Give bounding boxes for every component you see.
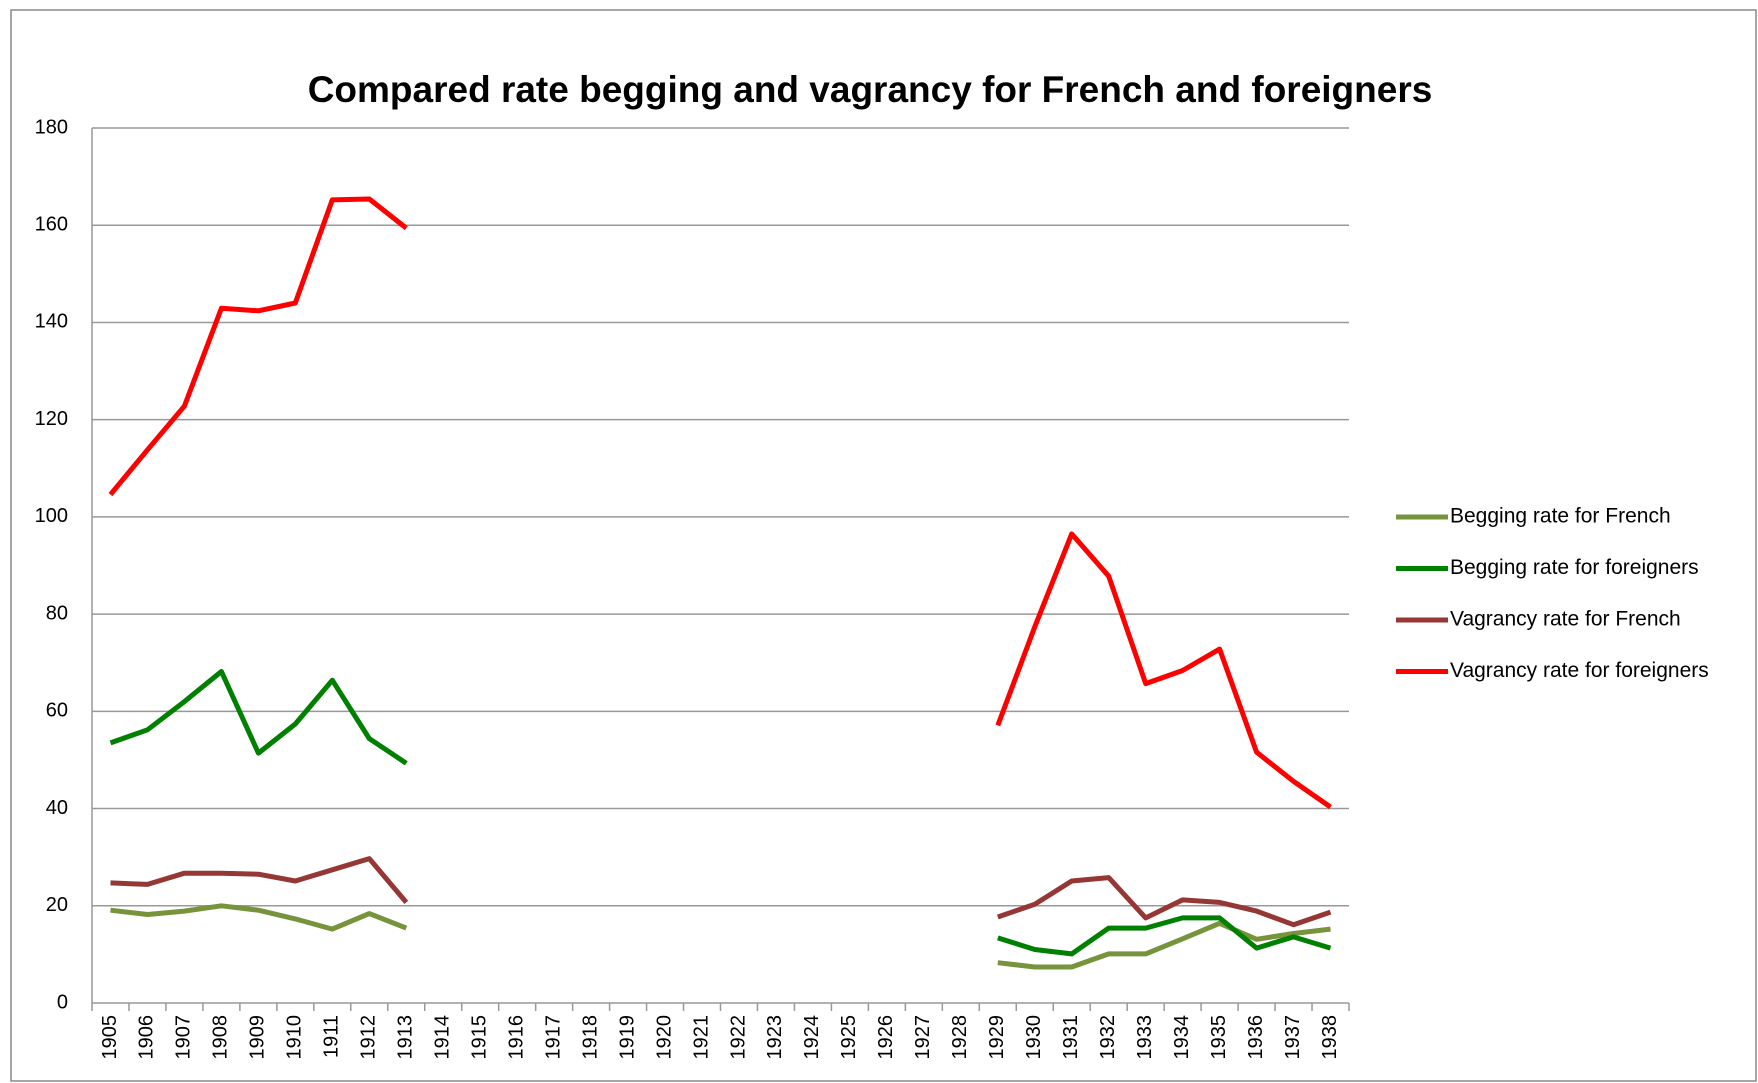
x-tick-label: 1927 [912,1015,934,1060]
y-tick-label: 160 [35,214,68,236]
x-tick-label: 1909 [247,1015,269,1060]
legend-label: Begging rate for French [1450,505,1671,528]
x-tick-label: 1926 [875,1015,897,1060]
x-tick-label: 1914 [432,1015,454,1060]
x-tick-label: 1933 [1134,1015,1156,1060]
y-tick-label: 80 [46,602,68,624]
x-tick-label: 1928 [949,1015,971,1060]
chart-frame [10,9,1757,1082]
y-tick-label: 100 [35,505,68,527]
x-tick-label: 1905 [99,1015,121,1060]
x-tick-label: 1918 [579,1015,601,1060]
x-tick-label: 1910 [284,1015,306,1060]
x-tick-label: 1921 [690,1015,712,1060]
series-line [109,669,1332,957]
series-line [108,196,1332,810]
x-tick-label: 1922 [727,1015,749,1060]
x-tick-label: 1929 [986,1015,1008,1060]
x-tick-label: 1934 [1171,1015,1193,1060]
x-tick-label: 1938 [1319,1015,1341,1060]
x-tick-label: 1912 [358,1015,380,1060]
x-tick-label: 1923 [764,1015,786,1060]
series-line [110,856,1332,928]
x-tick-label: 1936 [1245,1015,1267,1060]
x-tick-label: 1925 [838,1015,860,1060]
series-line [110,903,1331,970]
legend-label: Begging rate for foreigners [1450,556,1699,579]
y-tick-label: 140 [35,311,68,333]
x-tick-label: 1911 [321,1015,343,1058]
x-tick-label: 1935 [1208,1015,1230,1060]
x-tick-label: 1906 [136,1015,158,1060]
x-tick-label: 1919 [616,1015,638,1060]
x-tick-label: 1924 [801,1015,823,1060]
chart-title: Compared rate begging and vagrancy for F… [308,69,1433,110]
x-tick-label: 1930 [1023,1015,1045,1060]
y-tick-label: 60 [46,700,68,722]
legend-label: Vagrancy rate for foreigners [1450,659,1709,682]
y-tick-label: 120 [35,408,68,430]
x-tick-label: 1913 [395,1015,417,1060]
legend-label: Vagrancy rate for French [1450,608,1681,631]
y-tick-label: 20 [46,894,68,916]
x-tick-label: 1920 [653,1015,675,1060]
y-tick-label: 40 [46,797,68,819]
x-tick-label: 1908 [210,1015,232,1060]
x-tick-label: 1907 [173,1015,195,1060]
x-tick-label: 1917 [542,1015,564,1060]
x-tick-label: 1915 [468,1015,490,1060]
y-tick-label: 180 [35,116,68,138]
y-tick-label: 0 [57,991,68,1013]
x-tick-label: 1937 [1282,1015,1304,1060]
x-tick-label: 1931 [1060,1015,1082,1060]
x-tick-label: 1916 [505,1015,527,1060]
x-tick-label: 1932 [1097,1015,1119,1060]
